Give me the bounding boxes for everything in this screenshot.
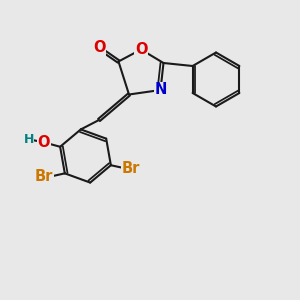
Text: N: N [154,82,167,98]
Text: Br: Br [122,161,140,176]
Text: H: H [23,133,34,146]
Text: O: O [93,40,105,56]
Text: Br: Br [34,169,53,184]
Text: O: O [38,135,50,150]
Text: O: O [135,42,147,57]
